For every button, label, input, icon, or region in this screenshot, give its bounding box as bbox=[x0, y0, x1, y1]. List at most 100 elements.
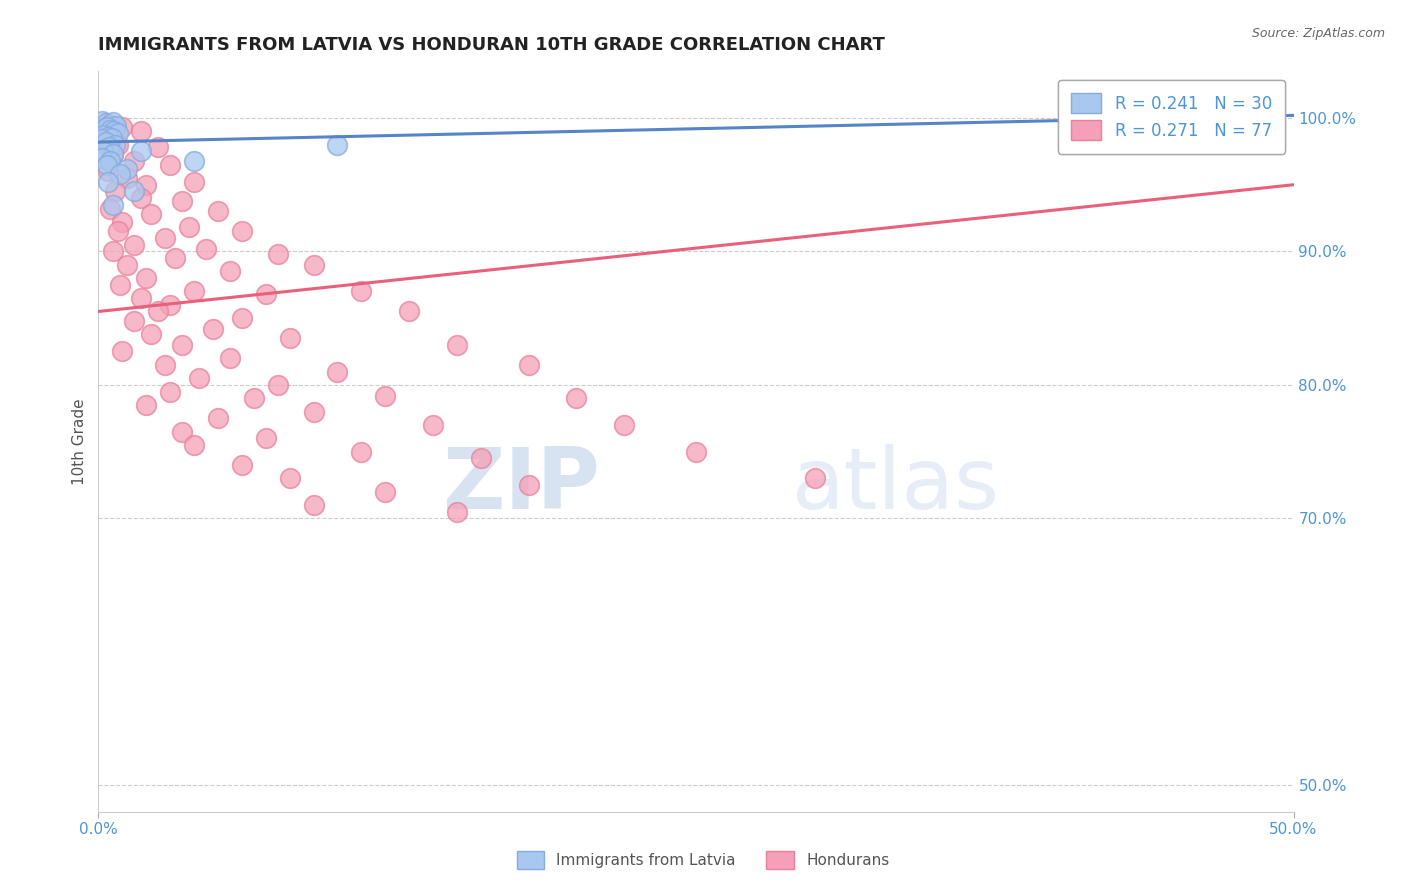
Point bbox=[613, 417, 636, 432]
Point bbox=[94, 131, 117, 145]
Point bbox=[135, 271, 157, 285]
Point bbox=[105, 119, 128, 133]
Point bbox=[107, 224, 129, 238]
Point bbox=[101, 147, 124, 161]
Point bbox=[124, 237, 146, 252]
Point bbox=[159, 298, 181, 312]
Legend: Immigrants from Latvia, Hondurans: Immigrants from Latvia, Hondurans bbox=[510, 845, 896, 875]
Text: IMMIGRANTS FROM LATVIA VS HONDURAN 10TH GRADE CORRELATION CHART: IMMIGRANTS FROM LATVIA VS HONDURAN 10TH … bbox=[98, 36, 886, 54]
Point bbox=[565, 391, 588, 405]
Point bbox=[96, 120, 118, 135]
Point bbox=[231, 458, 253, 472]
Point bbox=[172, 425, 194, 439]
Point bbox=[97, 164, 120, 178]
Point bbox=[90, 132, 112, 146]
Point bbox=[207, 204, 229, 219]
Point bbox=[183, 285, 205, 299]
Point bbox=[219, 264, 242, 278]
Point bbox=[231, 224, 253, 238]
Point bbox=[202, 322, 225, 336]
Text: ZIP: ZIP bbox=[443, 444, 600, 527]
Point bbox=[148, 140, 170, 154]
Point bbox=[98, 118, 121, 132]
Point bbox=[108, 277, 131, 292]
Point bbox=[91, 151, 114, 165]
Point bbox=[398, 304, 420, 318]
Point bbox=[139, 327, 162, 342]
Point bbox=[104, 185, 127, 199]
Point bbox=[374, 388, 396, 402]
Point bbox=[254, 431, 277, 445]
Legend: R = 0.241   N = 30, R = 0.271   N = 77: R = 0.241 N = 30, R = 0.271 N = 77 bbox=[1057, 79, 1285, 153]
Point bbox=[172, 194, 194, 208]
Text: Source: ZipAtlas.com: Source: ZipAtlas.com bbox=[1251, 27, 1385, 40]
Point bbox=[517, 358, 540, 372]
Point bbox=[131, 124, 153, 138]
Point bbox=[302, 498, 325, 512]
Point bbox=[131, 291, 153, 305]
Point bbox=[108, 167, 131, 181]
Point bbox=[98, 140, 121, 154]
Point bbox=[179, 220, 201, 235]
Point bbox=[135, 178, 157, 192]
Point bbox=[326, 137, 349, 152]
Point bbox=[172, 338, 194, 352]
Point bbox=[135, 398, 157, 412]
Point bbox=[159, 384, 181, 399]
Point bbox=[124, 153, 146, 168]
Point bbox=[139, 207, 162, 221]
Point bbox=[155, 358, 177, 372]
Point bbox=[93, 128, 115, 143]
Point bbox=[267, 377, 290, 392]
Point bbox=[115, 258, 138, 272]
Point bbox=[163, 251, 186, 265]
Y-axis label: 10th Grade: 10th Grade bbox=[72, 398, 87, 485]
Point bbox=[422, 417, 444, 432]
Point bbox=[326, 364, 349, 378]
Point bbox=[111, 215, 134, 229]
Point bbox=[159, 158, 181, 172]
Point bbox=[131, 145, 153, 159]
Point bbox=[446, 505, 468, 519]
Point bbox=[107, 126, 129, 140]
Point bbox=[187, 371, 209, 385]
Point bbox=[124, 314, 146, 328]
Point bbox=[98, 202, 122, 216]
Point bbox=[183, 175, 205, 189]
Point bbox=[219, 351, 242, 366]
Point bbox=[124, 185, 146, 199]
Point bbox=[104, 137, 127, 152]
Point bbox=[278, 471, 301, 485]
Point bbox=[804, 471, 827, 485]
Point bbox=[91, 121, 114, 136]
Point bbox=[111, 344, 134, 359]
Point bbox=[350, 285, 373, 299]
Point bbox=[302, 258, 325, 272]
Point bbox=[98, 123, 122, 137]
Point bbox=[131, 191, 153, 205]
Point bbox=[101, 115, 124, 129]
Point bbox=[243, 391, 266, 405]
Point bbox=[91, 145, 114, 159]
Text: atlas: atlas bbox=[792, 444, 1000, 527]
Point bbox=[115, 171, 138, 186]
Point bbox=[685, 444, 707, 458]
Point bbox=[267, 247, 290, 261]
Point bbox=[517, 478, 540, 492]
Point bbox=[101, 148, 124, 162]
Point bbox=[115, 161, 138, 176]
Point bbox=[91, 113, 114, 128]
Point bbox=[195, 242, 218, 256]
Point bbox=[94, 116, 117, 130]
Point bbox=[183, 153, 205, 168]
Point bbox=[97, 175, 120, 189]
Point bbox=[470, 451, 492, 466]
Point bbox=[155, 231, 177, 245]
Point bbox=[254, 287, 277, 301]
Point bbox=[231, 311, 253, 326]
Point bbox=[98, 118, 122, 132]
Point bbox=[148, 304, 170, 318]
Point bbox=[207, 411, 229, 425]
Point bbox=[183, 438, 205, 452]
Point bbox=[350, 444, 373, 458]
